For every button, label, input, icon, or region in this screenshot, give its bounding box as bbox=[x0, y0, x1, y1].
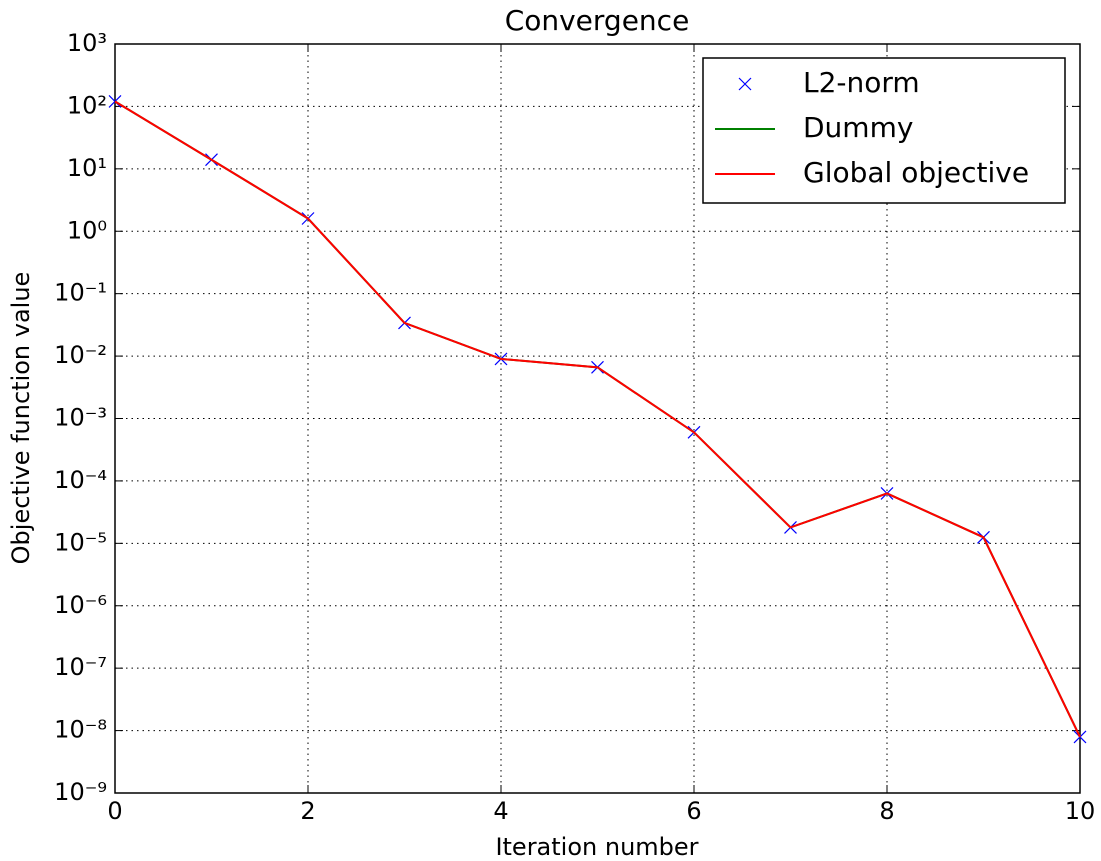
x-tick-label: 6 bbox=[686, 797, 701, 825]
y-tick-label: 10⁻² bbox=[54, 341, 107, 369]
x-tick-label: 2 bbox=[300, 797, 315, 825]
y-tick-label: 10⁻¹ bbox=[54, 279, 107, 307]
y-axis-label: Objective function value bbox=[7, 272, 35, 565]
y-tick-label: 10² bbox=[67, 91, 107, 119]
y-tick-label: 10³ bbox=[67, 29, 107, 57]
x-tick-label: 8 bbox=[879, 797, 894, 825]
legend-label: Dummy bbox=[803, 111, 913, 144]
y-tick-label: 10⁻⁸ bbox=[54, 716, 107, 744]
y-tick-label: 10⁻⁷ bbox=[54, 653, 107, 681]
x-axis-label: Iteration number bbox=[495, 833, 698, 861]
data-marker bbox=[108, 95, 122, 108]
y-tick-label: 10⁻⁵ bbox=[54, 528, 107, 556]
legend-marker bbox=[738, 77, 752, 91]
x-tick-label: 10 bbox=[1065, 797, 1096, 825]
legend-box bbox=[702, 57, 1066, 204]
x-tick-label: 4 bbox=[493, 797, 508, 825]
data-line bbox=[114, 100, 1081, 738]
y-tick-label: 10⁻⁹ bbox=[54, 778, 107, 806]
legend-label: Global objective bbox=[803, 156, 1029, 189]
y-tick-label: 10¹ bbox=[67, 154, 107, 182]
legend-label: L2-norm bbox=[803, 66, 920, 99]
y-tick-label: 10⁻³ bbox=[54, 404, 107, 432]
y-tick-label: 10⁰ bbox=[67, 216, 107, 244]
y-tick-label: 10⁻⁶ bbox=[54, 591, 107, 619]
y-tick-label: 10⁻⁴ bbox=[54, 466, 107, 494]
x-tick-label: 0 bbox=[107, 797, 122, 825]
chart-title: Convergence bbox=[505, 4, 690, 37]
plot-frame bbox=[114, 43, 1081, 794]
